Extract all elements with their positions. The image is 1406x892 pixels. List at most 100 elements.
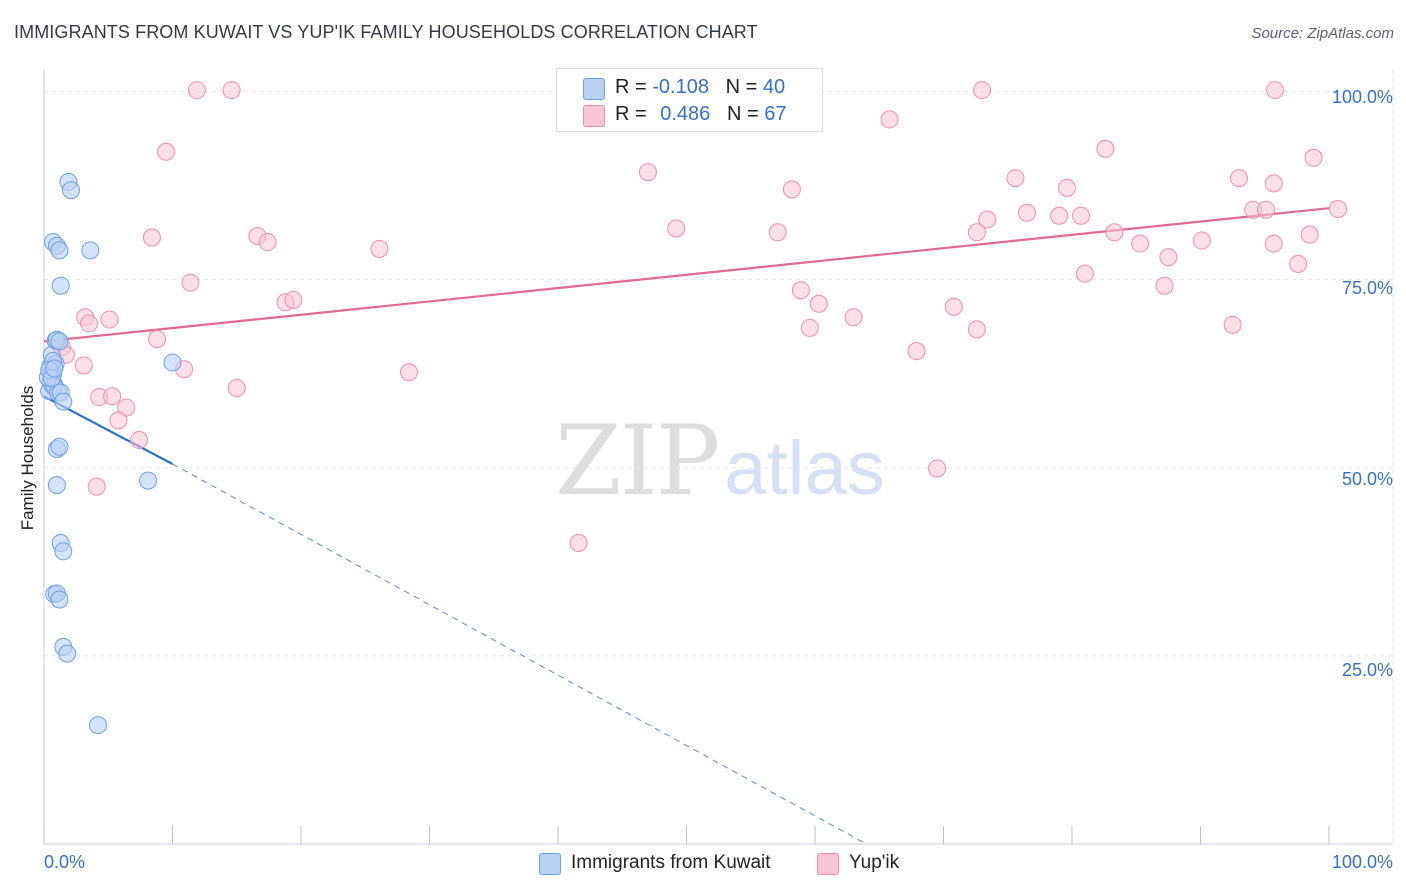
yupik-point: [791, 281, 810, 300]
yupik-point: [1223, 315, 1242, 334]
kuwait-point: [88, 716, 107, 735]
kuwait-point: [81, 241, 100, 260]
r-value: 0.486: [660, 103, 711, 125]
yupik-point: [1050, 206, 1069, 225]
yupik-point: [809, 294, 828, 313]
yupik-point: [370, 239, 389, 258]
r-value: -0.108: [652, 76, 709, 98]
y-tick-label: 50.0%: [1341, 469, 1393, 489]
yupik-point: [1266, 81, 1285, 100]
yupik-point: [928, 459, 947, 478]
kuwait-swatch: [539, 853, 561, 875]
kuwait-point: [50, 437, 69, 456]
n-value: 67: [764, 103, 787, 125]
yupik-point: [1230, 169, 1249, 188]
yupik-point: [1289, 254, 1308, 273]
chart-title: IMMIGRANTS FROM KUWAIT VS YUP'IK FAMILY …: [14, 22, 758, 42]
x-tick-label: 100.0%: [1331, 852, 1393, 872]
yupik-point: [399, 363, 418, 382]
trend-lines: [43, 207, 1330, 845]
watermark: ZIPatlas: [555, 405, 885, 517]
yupik-point: [142, 228, 161, 247]
kuwait-point: [47, 476, 66, 495]
kuwait-point: [61, 181, 80, 200]
source-label[interactable]: Source: ZipAtlas.com: [1251, 25, 1394, 42]
yupik-point: [148, 330, 167, 349]
yupik-point: [1071, 206, 1090, 225]
n-label: N =: [726, 103, 765, 125]
yupik-point: [1304, 148, 1323, 167]
kuwait-point: [139, 471, 158, 490]
yupik-point: [1096, 139, 1115, 158]
yupik-point: [1131, 234, 1150, 253]
grid-lines: [44, 69, 1394, 844]
yupik-point: [187, 81, 206, 100]
yupik-point: [1300, 225, 1319, 244]
yupik-point: [1264, 234, 1283, 253]
watermark-zip: ZIP: [555, 405, 720, 517]
yupik-point: [973, 81, 992, 100]
yupik-point: [978, 210, 997, 229]
kuwait-point: [50, 332, 69, 351]
axes: [43, 69, 1393, 845]
yupik-point: [1159, 248, 1178, 267]
yupik-point: [967, 223, 986, 242]
yupik-point: [667, 219, 686, 238]
yupik-point: [1006, 169, 1025, 188]
r-label: R =: [615, 76, 653, 98]
x-tick-label: 0.0%: [44, 852, 86, 872]
kuwait-point: [54, 392, 73, 411]
yupik-points: [43, 81, 1347, 553]
kuwait-point: [54, 542, 73, 561]
yupik-point: [844, 308, 863, 327]
n-value: 40: [762, 76, 786, 98]
n-label: N =: [725, 76, 763, 98]
y-tick-label: 25.0%: [1341, 660, 1393, 680]
yupik-point: [768, 223, 787, 242]
yupik-point: [258, 233, 277, 252]
kuwait-point: [163, 353, 182, 372]
yupik-point: [944, 297, 963, 316]
yupik-point: [1155, 276, 1174, 295]
y-tick-label: 100.0%: [1331, 87, 1393, 107]
yupik-trend-line: [43, 207, 1330, 343]
kuwait-point: [50, 241, 69, 260]
yupik-point: [157, 142, 176, 161]
kuwait-point: [45, 359, 64, 378]
bottom-legend-label: Immigrants from Kuwait: [571, 852, 771, 873]
yupik-point: [87, 477, 106, 496]
yupik-point: [1264, 174, 1283, 193]
kuwait-swatch: [583, 78, 605, 100]
yupik-point: [782, 180, 801, 199]
yupik-point: [284, 290, 303, 309]
kuwait-point: [50, 590, 69, 609]
y-tick-label: 75.0%: [1341, 278, 1393, 298]
r-label: R =: [615, 103, 653, 125]
yupik-point: [907, 342, 926, 361]
yupik-swatch: [583, 105, 605, 127]
yupik-point: [1075, 264, 1094, 283]
yupik-point: [1105, 223, 1124, 242]
yupik-point: [79, 314, 98, 333]
kuwait-trend-extension: [172, 463, 867, 845]
yupik-point: [569, 534, 588, 553]
yupik-point: [227, 379, 246, 398]
yupik-point: [800, 318, 819, 337]
yupik-point: [1057, 178, 1076, 197]
yupik-point: [103, 387, 122, 406]
yupik-point: [74, 356, 93, 375]
yupik-point: [1192, 231, 1211, 250]
yupik-point: [222, 81, 241, 100]
yupik-point: [967, 320, 986, 339]
kuwait-point: [58, 644, 77, 663]
yupik-point: [181, 273, 200, 292]
yupik-point: [130, 430, 149, 449]
yupik-point: [1328, 199, 1347, 218]
kuwait-point: [51, 276, 70, 295]
yupik-point: [100, 310, 119, 329]
yupik-point: [1257, 200, 1276, 219]
watermark-atlas: atlas: [724, 426, 885, 511]
correlation-legend: R = -0.108 N = 40 R = 0.486 N = 67: [556, 68, 823, 132]
kuwait-points: [38, 172, 182, 735]
